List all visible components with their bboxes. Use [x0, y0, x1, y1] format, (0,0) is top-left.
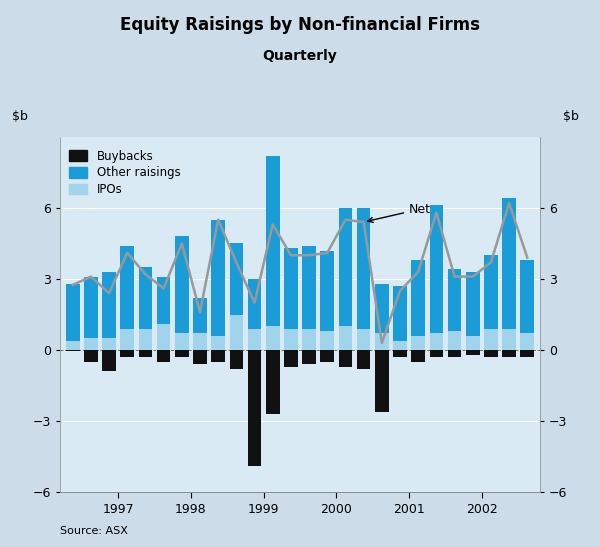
Bar	[84, 350, 98, 362]
Bar	[484, 255, 498, 329]
Bar	[520, 334, 534, 350]
Bar	[230, 350, 243, 369]
Bar	[448, 270, 461, 331]
Text: Equity Raisings by Non-financial Firms: Equity Raisings by Non-financial Firms	[120, 16, 480, 34]
Bar	[84, 338, 98, 350]
Bar	[84, 277, 98, 338]
Bar	[102, 272, 116, 338]
Bar	[193, 350, 207, 364]
Bar	[484, 350, 498, 357]
Bar	[284, 248, 298, 329]
Bar	[484, 329, 498, 350]
Bar	[412, 260, 425, 336]
Bar	[393, 286, 407, 341]
Bar	[448, 331, 461, 350]
Bar	[302, 329, 316, 350]
Bar	[520, 350, 534, 357]
Bar	[430, 350, 443, 357]
Bar	[393, 341, 407, 350]
Text: $b: $b	[12, 109, 28, 123]
Bar	[302, 350, 316, 364]
Bar	[357, 329, 370, 350]
Bar	[320, 331, 334, 350]
Bar	[430, 206, 443, 334]
Bar	[66, 341, 80, 350]
Bar	[102, 350, 116, 371]
Bar	[375, 284, 389, 334]
Bar	[302, 246, 316, 329]
Bar	[502, 350, 516, 357]
Bar	[139, 267, 152, 329]
Bar	[320, 251, 334, 331]
Bar	[102, 338, 116, 350]
Bar	[520, 260, 534, 334]
Bar	[121, 246, 134, 329]
Bar	[375, 350, 389, 412]
Bar	[466, 336, 479, 350]
Bar	[121, 350, 134, 357]
Bar	[338, 327, 352, 350]
Bar	[211, 336, 225, 350]
Bar	[157, 324, 170, 350]
Bar	[248, 350, 262, 466]
Legend: Buybacks, Other raisings, IPOs: Buybacks, Other raisings, IPOs	[66, 146, 184, 199]
Text: Source: ASX: Source: ASX	[60, 526, 128, 536]
Bar	[266, 156, 280, 327]
Bar	[284, 350, 298, 366]
Bar	[157, 350, 170, 362]
Bar	[375, 334, 389, 350]
Bar	[175, 236, 188, 334]
Bar	[193, 298, 207, 334]
Bar	[320, 350, 334, 362]
Bar	[175, 350, 188, 357]
Bar	[412, 336, 425, 350]
Bar	[430, 334, 443, 350]
Bar	[357, 208, 370, 329]
Text: $b: $b	[563, 109, 578, 123]
Bar	[211, 350, 225, 362]
Bar	[66, 284, 80, 341]
Bar	[139, 350, 152, 357]
Bar	[266, 327, 280, 350]
Bar	[412, 350, 425, 362]
Bar	[193, 334, 207, 350]
Bar	[248, 329, 262, 350]
Bar	[502, 329, 516, 350]
Bar	[284, 329, 298, 350]
Bar	[338, 350, 352, 366]
Bar	[393, 350, 407, 357]
Bar	[230, 315, 243, 350]
Bar	[157, 277, 170, 324]
Bar	[175, 334, 188, 350]
Bar	[211, 220, 225, 336]
Bar	[66, 350, 80, 351]
Bar	[502, 199, 516, 329]
Bar	[466, 350, 479, 355]
Bar	[266, 350, 280, 414]
Bar	[448, 350, 461, 357]
Text: Quarterly: Quarterly	[263, 49, 337, 63]
Bar	[338, 208, 352, 327]
Bar	[466, 272, 479, 336]
Bar	[139, 329, 152, 350]
Bar	[248, 279, 262, 329]
Text: Net: Net	[368, 202, 431, 223]
Bar	[230, 243, 243, 315]
Bar	[357, 350, 370, 369]
Bar	[121, 329, 134, 350]
